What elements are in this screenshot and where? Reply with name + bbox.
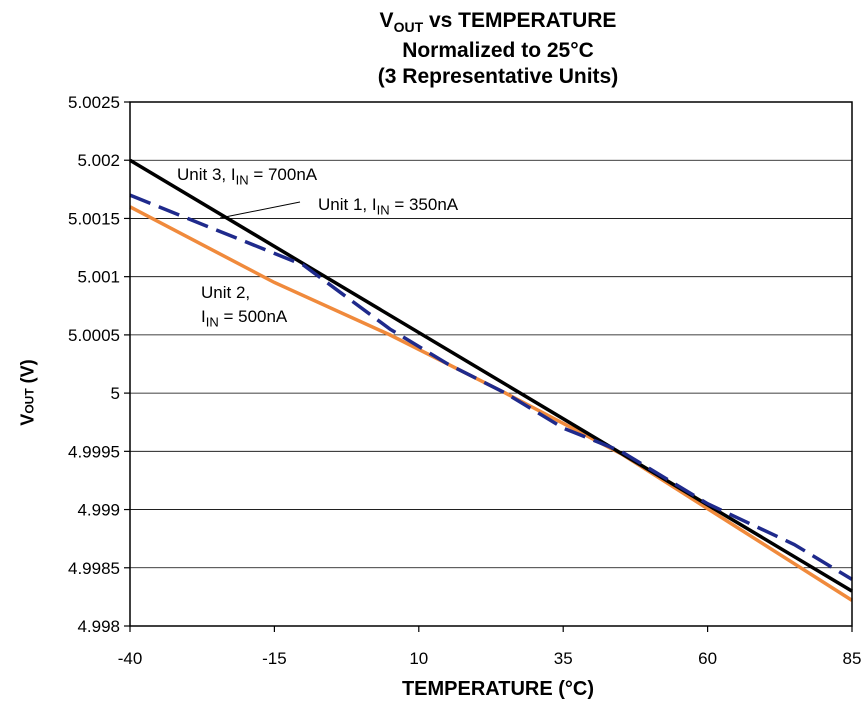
x-tick-label: 60 [698, 649, 717, 668]
y-tick-label: 5.002 [77, 151, 120, 170]
annotation-unit2-line1: Unit 2, [201, 283, 251, 302]
x-tick-label: -15 [262, 649, 287, 668]
y-tick-label: 4.9995 [68, 442, 120, 461]
annotation-unit2-line2: IIN = 500nA [201, 307, 288, 330]
chart-title-line2: Normalized to 25°C [402, 39, 594, 62]
series-line-unit1 [129, 193, 853, 581]
chart-title-line1: VOUT vs TEMPERATURE [379, 9, 617, 36]
x-axis-label: TEMPERATURE (°C) [401, 678, 595, 700]
y-tick-label: 5.0025 [68, 93, 120, 112]
y-tick-label: 5 [111, 384, 120, 403]
x-tick-label: 35 [554, 649, 573, 668]
plot-border [129, 101, 853, 627]
unit1-leader-line [219, 201, 301, 219]
y-tick-label: 5.001 [77, 268, 120, 287]
series-lines [129, 158, 853, 602]
y-tick-labels: 4.998 4.9985 4.999 4.9995 5 5.0005 5.001 5.0015… [68, 93, 130, 636]
x-tick-label: 10 [409, 649, 428, 668]
y-tick-label: 4.9985 [68, 559, 120, 578]
annotation-unit1: Unit 1, IIN = 350nA [318, 195, 459, 218]
x-tick-labels: -40 -15 10 35 60 85 [118, 626, 862, 668]
chart-title-line3: (3 Representative Units) [377, 65, 619, 88]
y-tick-label: 5.0005 [68, 326, 120, 345]
y-tick-label: 5.0015 [68, 209, 120, 228]
series-line-unit2 [129, 205, 853, 602]
y-tick-label: 4.999 [77, 501, 120, 520]
y-tick-label: 4.998 [77, 617, 120, 636]
x-tick-label: 85 [843, 649, 862, 668]
gridlines [130, 159, 852, 569]
x-tick-label: -40 [118, 649, 143, 668]
annotation-unit3: Unit 3, IIN = 700nA [177, 165, 318, 188]
series-line-unit3 [129, 158, 853, 593]
